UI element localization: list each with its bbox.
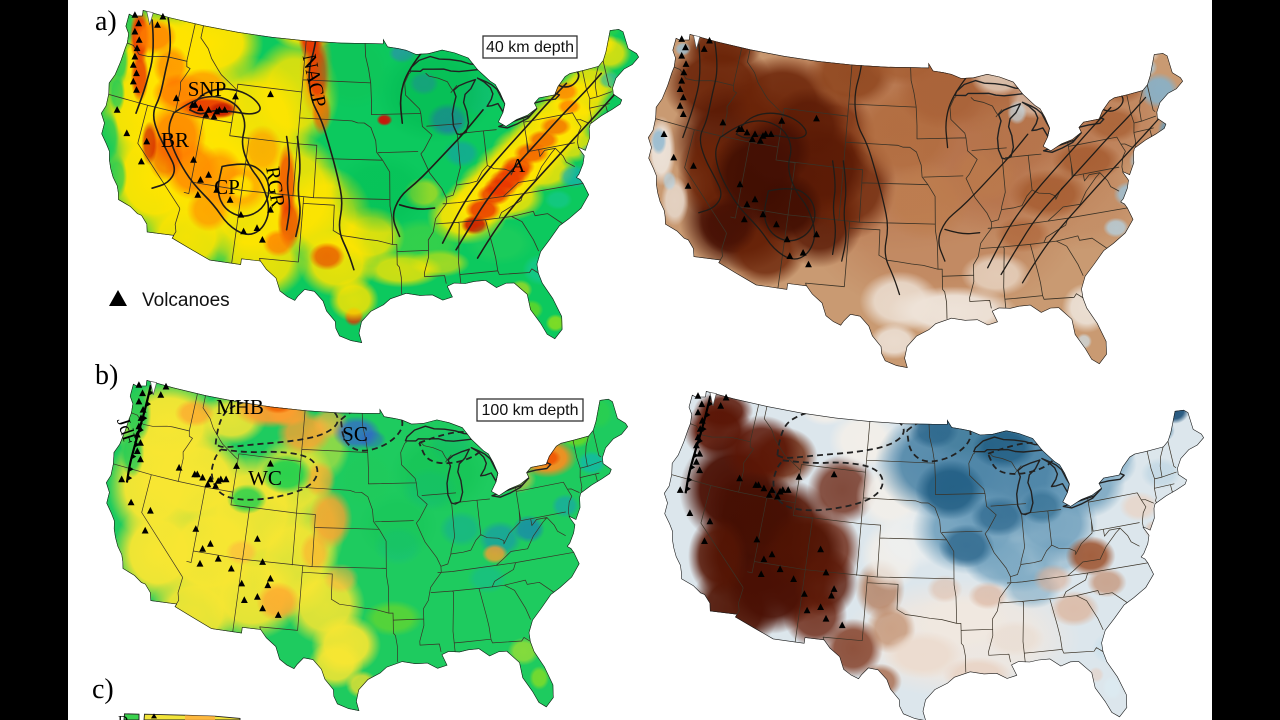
svg-text:Volcanoes: Volcanoes bbox=[142, 290, 230, 311]
svg-text:D: D bbox=[118, 714, 128, 720]
svg-text:a): a) bbox=[95, 6, 117, 37]
svg-text:CP: CP bbox=[214, 175, 240, 199]
svg-text:SC: SC bbox=[342, 422, 368, 446]
svg-text:b): b) bbox=[95, 360, 118, 391]
svg-text:A: A bbox=[511, 155, 526, 177]
svg-text:WC: WC bbox=[248, 466, 282, 490]
svg-text:c): c) bbox=[92, 674, 114, 705]
svg-text:40 km depth: 40 km depth bbox=[486, 39, 574, 56]
svg-text:SNP: SNP bbox=[188, 77, 227, 101]
svg-text:100 km depth: 100 km depth bbox=[482, 402, 579, 419]
svg-text:BR: BR bbox=[161, 128, 189, 152]
svg-text:MHB: MHB bbox=[216, 395, 264, 419]
